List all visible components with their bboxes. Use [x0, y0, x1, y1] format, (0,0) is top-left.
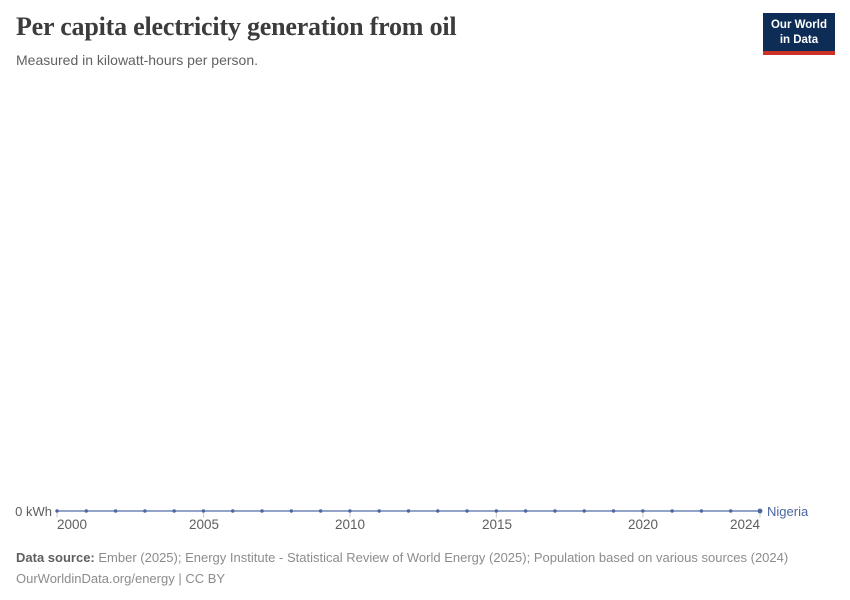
y-axis-zero-label: 0 kWh [15, 504, 52, 519]
owid-logo-text-line2: in Data [779, 33, 819, 46]
series-label-nigeria[interactable]: Nigeria [767, 504, 809, 519]
owid-logo[interactable]: Our World in Data [762, 13, 835, 56]
data-source-text: Ember (2025); Energy Institute - Statist… [98, 550, 789, 565]
data-source-label: Data source: [16, 550, 95, 565]
x-tick-label-2000: 2000 [57, 517, 88, 532]
x-tick-label-2005: 2005 [188, 517, 220, 532]
chart-footer: Data source: Ember (2025); Energy Instit… [16, 547, 826, 589]
x-tick-label-2010: 2010 [334, 517, 366, 532]
page-title: Per capita electricity generation from o… [16, 12, 457, 41]
chart-subtitle: Measured in kilowatt-hours per person. [16, 52, 259, 68]
license-link[interactable]: OurWorldinData.org/energy | CC BY [16, 571, 226, 586]
x-tick-label-2015: 2015 [481, 517, 513, 532]
x-tick-label-2020: 2020 [627, 517, 659, 532]
x-tick-label-2024: 2024 [729, 517, 760, 532]
owid-logo-text-line1: Our World [770, 19, 827, 31]
